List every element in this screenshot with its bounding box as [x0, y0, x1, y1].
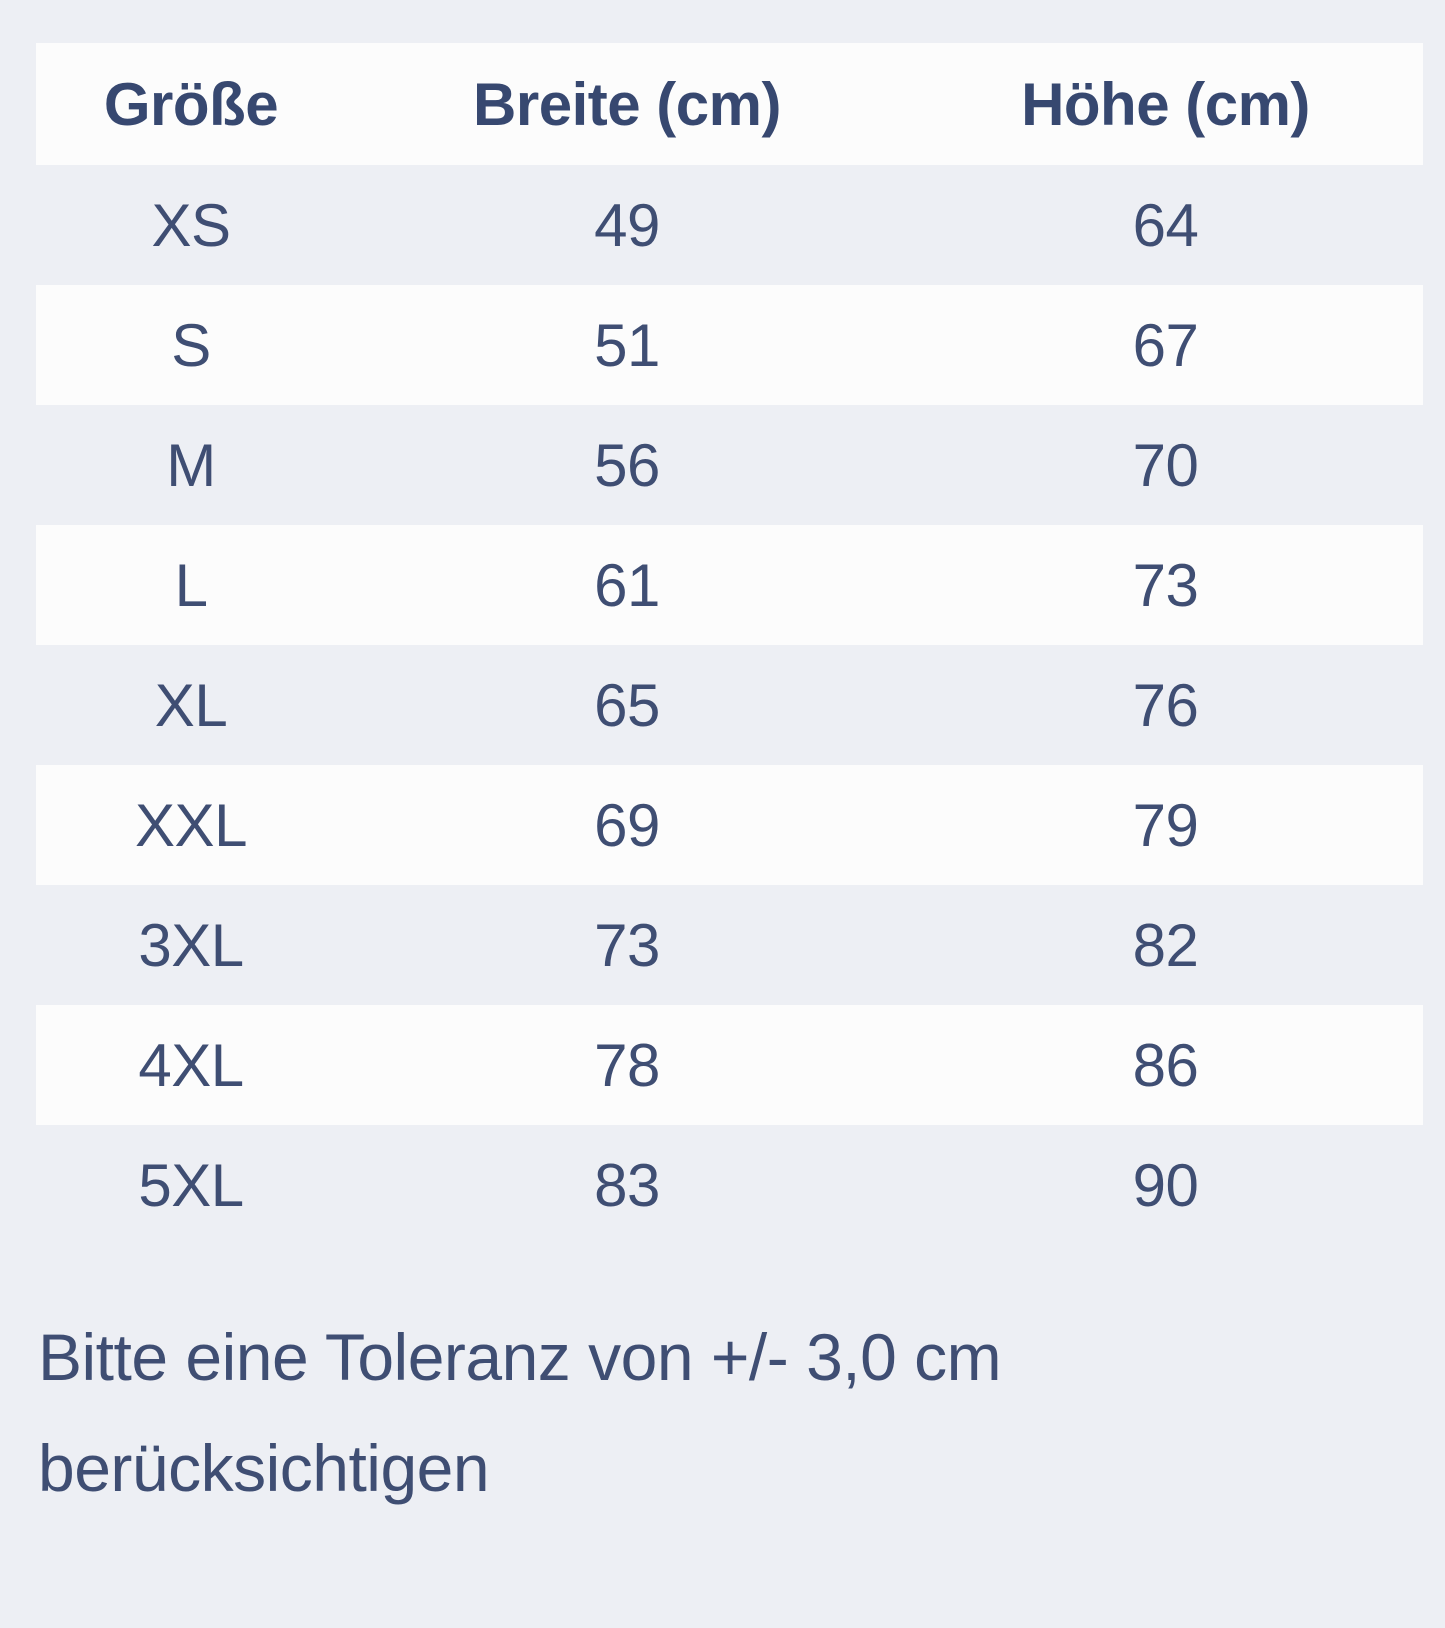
- hoehe-cell: 67: [1132, 311, 1199, 379]
- hoehe-cell: 86: [1132, 1031, 1199, 1099]
- breite-cell: 78: [594, 1031, 660, 1099]
- size-cell: 3XL: [138, 911, 244, 979]
- size-cell: S: [171, 311, 211, 379]
- size-cell: XXL: [135, 791, 247, 859]
- table-row: S 51 67: [36, 285, 1423, 405]
- breite-cell: 61: [594, 551, 660, 619]
- size-cell: XS: [151, 191, 231, 259]
- breite-cell: 83: [594, 1151, 660, 1219]
- hoehe-cell: 70: [1132, 431, 1199, 499]
- breite-cell: 49: [594, 191, 660, 259]
- size-cell: M: [166, 431, 216, 499]
- size-cell: 4XL: [138, 1031, 244, 1099]
- hoehe-cell: 73: [1132, 551, 1199, 619]
- breite-cell: 65: [594, 671, 660, 739]
- size-table: Größe Breite (cm) Höhe (cm) XS 49 64 S 51 67 M…: [36, 43, 1423, 1245]
- breite-cell: 69: [594, 791, 660, 859]
- breite-cell: 56: [594, 431, 660, 499]
- breite-cell: 73: [594, 911, 660, 979]
- column-header-breite: Breite (cm): [473, 70, 781, 138]
- breite-cell: 51: [594, 311, 660, 379]
- hoehe-cell: 90: [1132, 1151, 1199, 1219]
- table-row: 4XL 78 86: [36, 1005, 1423, 1125]
- hoehe-cell: 76: [1132, 671, 1199, 739]
- table-row: 3XL 73 82: [36, 885, 1423, 1005]
- table-row: 5XL 83 90: [36, 1125, 1423, 1245]
- table-row: L 61 73: [36, 525, 1423, 645]
- tolerance-note: Bitte eine Toleranz von +/- 3,0 cm berüc…: [38, 1320, 1002, 1505]
- size-table-body: XS 49 64 S 51 67 M 56 70 L 61 73 XL 65 76 XXL 69 79 3XL 73 8…: [36, 165, 1423, 1245]
- hoehe-cell: 82: [1132, 911, 1199, 979]
- header-row: Größe Breite (cm) Höhe (cm): [36, 43, 1423, 165]
- column-header-hoehe: Höhe (cm): [1021, 70, 1310, 138]
- table-row: XXL 69 79: [36, 765, 1423, 885]
- hoehe-cell: 64: [1132, 191, 1199, 259]
- table-row: M 56 70: [36, 405, 1423, 525]
- column-header-groesse: Größe: [103, 70, 279, 138]
- table-row: XS 49 64: [36, 165, 1423, 285]
- hoehe-cell: 79: [1132, 791, 1199, 859]
- size-cell: L: [174, 551, 208, 619]
- size-cell: 5XL: [138, 1151, 244, 1219]
- size-cell: XL: [154, 671, 228, 739]
- size-table-header: Größe Breite (cm) Höhe (cm): [36, 43, 1423, 165]
- table-row: XL 65 76: [36, 645, 1423, 765]
- size-chart-page: Größe Breite (cm) Höhe (cm) XS 49 64 S 51 67 M…: [0, 43, 1445, 1524]
